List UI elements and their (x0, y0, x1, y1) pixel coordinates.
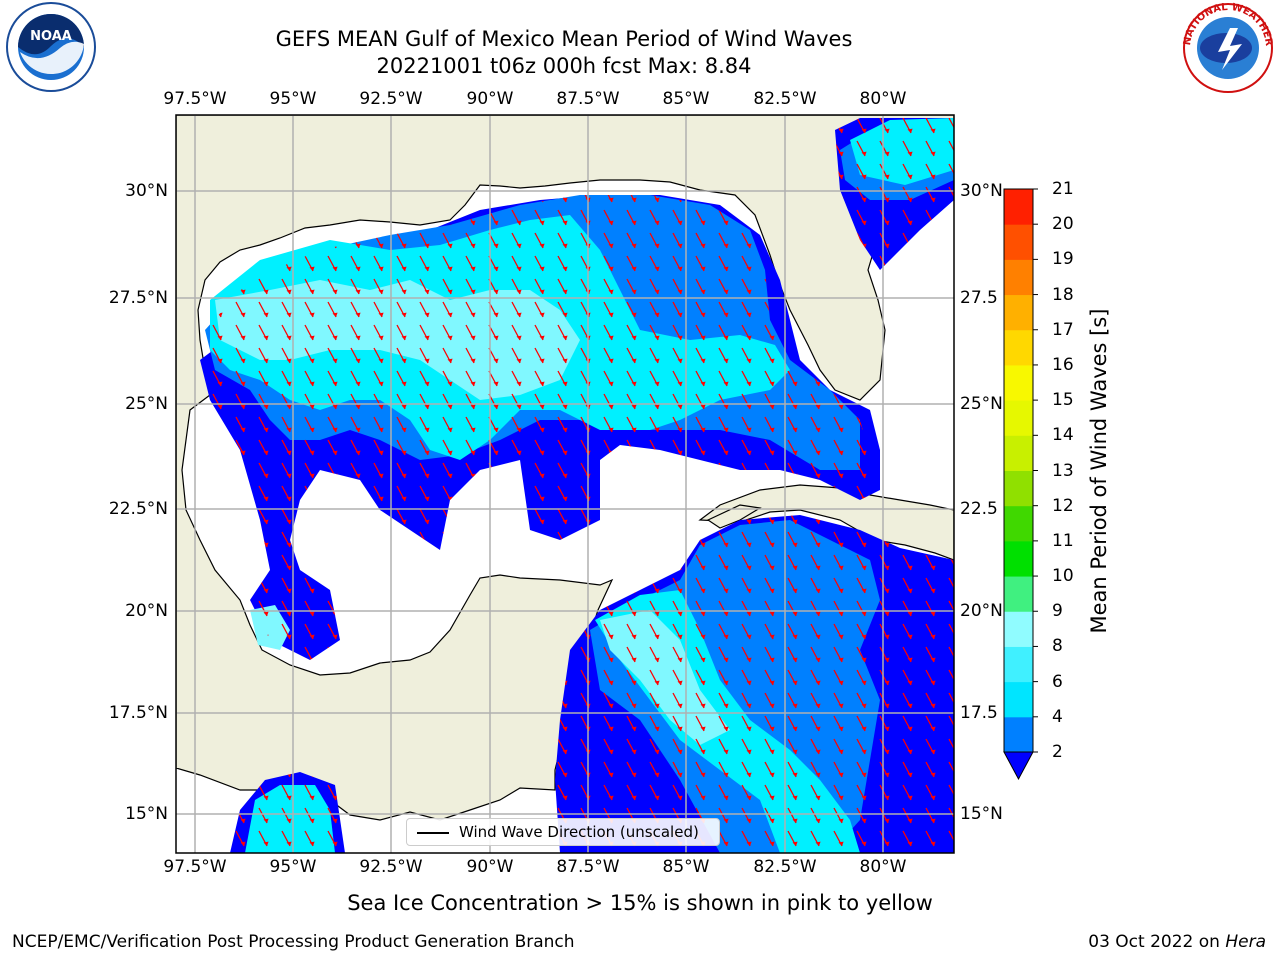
colorbar-tick-label: 8 (1052, 636, 1063, 657)
tick-label: 97.5°W (163, 857, 227, 877)
tick-label: 17.5°N (108, 703, 168, 723)
colorbar-tick-label: 10 (1052, 566, 1074, 587)
tick-label: 27.5°N (108, 288, 168, 308)
colorbar-segment (1004, 716, 1033, 753)
colorbar-tick-label: 11 (1052, 530, 1074, 551)
tick-label: 90°W (466, 89, 514, 109)
colorbar-tick-label: 21 (1052, 179, 1074, 199)
map-area (176, 115, 954, 853)
legend-line-sample (417, 832, 449, 834)
tick-label: 85°W (662, 89, 710, 109)
arrow-field-north (205, 195, 880, 660)
colorbar-tick-label: 20 (1052, 214, 1074, 235)
tick-label: 25°N (960, 394, 1003, 414)
land-cuba-west (706, 504, 762, 529)
colorbar-tick-label: 13 (1052, 460, 1074, 481)
tick-label: 22.5°N (108, 499, 168, 519)
colorbar-tick-label: 9 (1052, 601, 1063, 622)
colorbar-segment (1004, 400, 1033, 436)
colorbar-segment (1004, 470, 1033, 507)
colorbar (1003, 188, 1038, 781)
colorbar-segment (1004, 294, 1033, 331)
tick-label: 97.5°W (163, 89, 227, 109)
colorbar-tick-label: 12 (1052, 495, 1074, 516)
footer-credit: NCEP/EMC/Verification Post Processing Pr… (12, 932, 575, 952)
tick-label: 92.5°W (359, 89, 423, 109)
colorbar-tick-label: 17 (1052, 319, 1074, 340)
colorbar-segment (1004, 364, 1033, 401)
tick-label: 85°W (662, 857, 710, 877)
arrow-field-atlantic (835, 118, 954, 270)
tick-label: 82.5°W (753, 89, 817, 109)
colorbar-segment (1004, 259, 1033, 296)
tick-label: 20°N (960, 601, 1003, 621)
land-cuba (698, 484, 954, 561)
tick-label: 95°W (269, 89, 317, 109)
colorbar-segment (1004, 540, 1033, 577)
colorbar-segment (1004, 611, 1033, 647)
tick-label: 30°N (960, 181, 1003, 201)
colorbar-tick-label: 19 (1052, 249, 1074, 270)
sea-ice-caption: Sea Ice Concentration > 15% is shown in … (347, 891, 933, 915)
tick-label: 20°N (125, 601, 168, 621)
colorbar-segment (1004, 189, 1033, 225)
gridlines (176, 115, 954, 853)
tick-label: 25°N (125, 394, 168, 414)
legend-label: Wind Wave Direction (unscaled) (459, 823, 699, 841)
colorbar-segment (1004, 505, 1033, 542)
map-legend: Wind Wave Direction (unscaled) (406, 818, 720, 846)
colorbar-segment (1004, 224, 1033, 260)
colorbar-tick-label: 15 (1052, 390, 1074, 411)
tick-label: 87.5°W (556, 857, 620, 877)
footer-date-text: 03 Oct 2022 on (1088, 932, 1220, 952)
wind-wave-direction-arrows (205, 118, 954, 853)
colorbar-extend-arrow (1003, 751, 1034, 781)
colorbar-segment (1004, 435, 1033, 471)
chart-title: GEFS MEAN Gulf of Mexico Mean Period of … (275, 27, 853, 51)
tick-label: 82.5°W (753, 857, 817, 877)
colorbar-segment (1004, 329, 1033, 366)
tick-label: 80°W (859, 857, 907, 877)
colorbar-segment (1004, 576, 1033, 612)
colorbar-tick-label: 4 (1052, 706, 1063, 727)
tick-label: 87.5°W (556, 89, 620, 109)
colorbar-title: Mean Period of Wind Waves [s] (1087, 308, 1111, 634)
tick-label: 95°W (269, 857, 317, 877)
chart-subtitle: 20221001 t06z 000h fcst Max: 8.84 (376, 54, 752, 78)
arrow-field-south (555, 515, 954, 853)
colorbar-tick-label: 16 (1052, 354, 1074, 375)
colorbar-tick-label: 6 (1052, 671, 1063, 692)
tick-label: 90°W (466, 857, 514, 877)
tick-label: 17.5 (960, 703, 998, 723)
tick-label: 15°N (125, 804, 168, 824)
tick-label: 15°N (960, 804, 1003, 824)
tick-label: 30°N (125, 181, 168, 201)
colorbar-tick-label: 2 (1052, 742, 1063, 762)
footer-date: 03 Oct 2022 on Hera (1088, 932, 1266, 952)
colorbar-tick-label: 14 (1052, 425, 1074, 446)
tick-label: 22.5 (960, 499, 998, 519)
colorbar-segment (1004, 681, 1033, 718)
colorbar-segment (1004, 646, 1033, 683)
arrow-field-pacific (230, 772, 345, 853)
tick-label: 92.5°W (359, 857, 423, 877)
map-frame (175, 114, 955, 854)
footer-host: Hera (1225, 932, 1266, 952)
colorbar-tick-label: 18 (1052, 284, 1074, 305)
tick-label: 80°W (859, 89, 907, 109)
tick-label: 27.5 (960, 288, 998, 308)
